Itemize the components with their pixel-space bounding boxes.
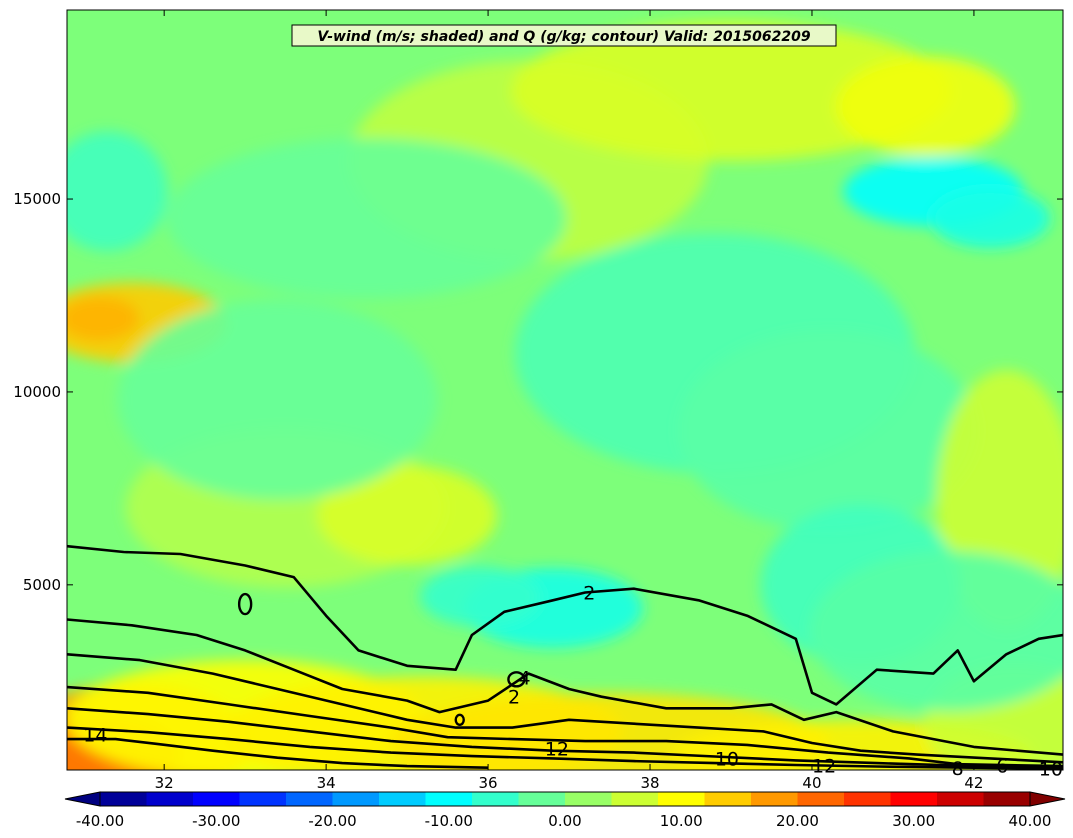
- colorbar-tick-label: 10.00: [660, 812, 703, 830]
- colorbar-segment: [100, 792, 147, 806]
- colorbar-tick-label: 0.00: [548, 812, 581, 830]
- y-tick-label: 5000: [23, 576, 61, 594]
- contour-line-12: [67, 726, 1063, 770]
- x-tick-label: 32: [155, 774, 174, 792]
- contour-line-6: [67, 653, 1063, 764]
- contour-label: 10: [715, 748, 739, 770]
- contour-label: 8: [952, 758, 964, 780]
- shading-patch: [317, 465, 498, 566]
- contour-label: 4: [518, 667, 530, 689]
- contour-line-14: [67, 737, 489, 769]
- y-axis: 5000 10000 15000: [13, 190, 1063, 594]
- contour-closed: [454, 713, 465, 727]
- contour-label: 12: [812, 755, 836, 777]
- colorbar-segment: [379, 792, 426, 806]
- colorbar: -40.00 -30.00 -20.00 -10.00 0.00 10.00 20.00 30…: [64, 791, 1066, 830]
- colorbar-segment: [518, 792, 566, 806]
- colorbar-segment: [983, 792, 1031, 806]
- colorbar-extend-max: [1029, 791, 1066, 807]
- colorbar-segment: [239, 792, 287, 806]
- colorbar-segment: [704, 792, 752, 806]
- shading-patch: [678, 330, 979, 531]
- contour-closed: [507, 671, 526, 688]
- y-tick-label: 10000: [13, 383, 61, 401]
- x-tick-label: 34: [317, 774, 336, 792]
- contour-label: 6: [996, 755, 1008, 777]
- contour-label: 2: [583, 583, 595, 605]
- contour-label: 14: [83, 725, 107, 747]
- plot-frame: [66, 9, 1064, 771]
- contour-line-8: [67, 685, 1063, 768]
- shading-patch: [930, 188, 1051, 249]
- shading-patch: [419, 566, 540, 627]
- colorbar-segment: [193, 792, 240, 806]
- colorbar-segment: [751, 792, 798, 806]
- shading-patch: [166, 138, 567, 299]
- contour-label: 2: [508, 687, 520, 709]
- humidity-contours: [67, 544, 1063, 770]
- colorbar-segment: [286, 792, 333, 806]
- shading-patch: [809, 551, 1063, 712]
- colorbar-segment: [890, 792, 938, 806]
- colorbar-frame: [99, 791, 1031, 807]
- y-tick-label: 15000: [13, 190, 61, 208]
- x-tick-label: 36: [479, 774, 498, 792]
- contour-label: 12: [545, 738, 569, 760]
- shading-patch: [117, 299, 438, 500]
- colorbar-tick-label: -30.00: [192, 812, 240, 830]
- colorbar-segment: [937, 792, 984, 806]
- colorbar-segment: [146, 792, 194, 806]
- colorbar-segment: [658, 792, 705, 806]
- colorbar-segment: [425, 792, 473, 806]
- contour-label: 10: [1039, 758, 1063, 780]
- colorbar-segment: [332, 792, 380, 806]
- x-tick-label: 42: [964, 774, 983, 792]
- shading-patch: [835, 56, 1016, 157]
- shading-patch: [67, 131, 168, 252]
- colorbar-tick-label: -40.00: [76, 812, 124, 830]
- colorbar-segment: [565, 792, 612, 806]
- vwind-shading: [67, 10, 1063, 770]
- contour-closed: [237, 592, 253, 616]
- colorbar-tick-label: 40.00: [1009, 812, 1052, 830]
- chart-title: V-wind (m/s; shaded) and Q (g/kg; contou…: [291, 24, 837, 47]
- colorbar-segment: [797, 792, 845, 806]
- colorbar-tick-label: -10.00: [425, 812, 473, 830]
- colorbar-tick-label: -20.00: [308, 812, 356, 830]
- colorbar-tick-label: 20.00: [776, 812, 819, 830]
- colorbar-segment: [472, 792, 519, 806]
- contour-line-4: [67, 618, 1063, 756]
- colorbar-extend-min: [64, 791, 101, 807]
- chart-title-text: V-wind (m/s; shaded) and Q (g/kg; contou…: [317, 29, 810, 45]
- x-axis: 32 34 36 38 40 42: [155, 10, 983, 792]
- colorbar-segment: [611, 792, 659, 806]
- colorbar-tick-label: 30.00: [892, 812, 935, 830]
- x-tick-label: 40: [802, 774, 821, 792]
- contour-line-10: [67, 707, 1063, 769]
- contour-line-2: [67, 544, 1063, 706]
- shading-patch: [511, 21, 951, 162]
- x-tick-label: 38: [640, 774, 659, 792]
- shading-patch: [67, 296, 140, 341]
- colorbar-segment: [844, 792, 891, 806]
